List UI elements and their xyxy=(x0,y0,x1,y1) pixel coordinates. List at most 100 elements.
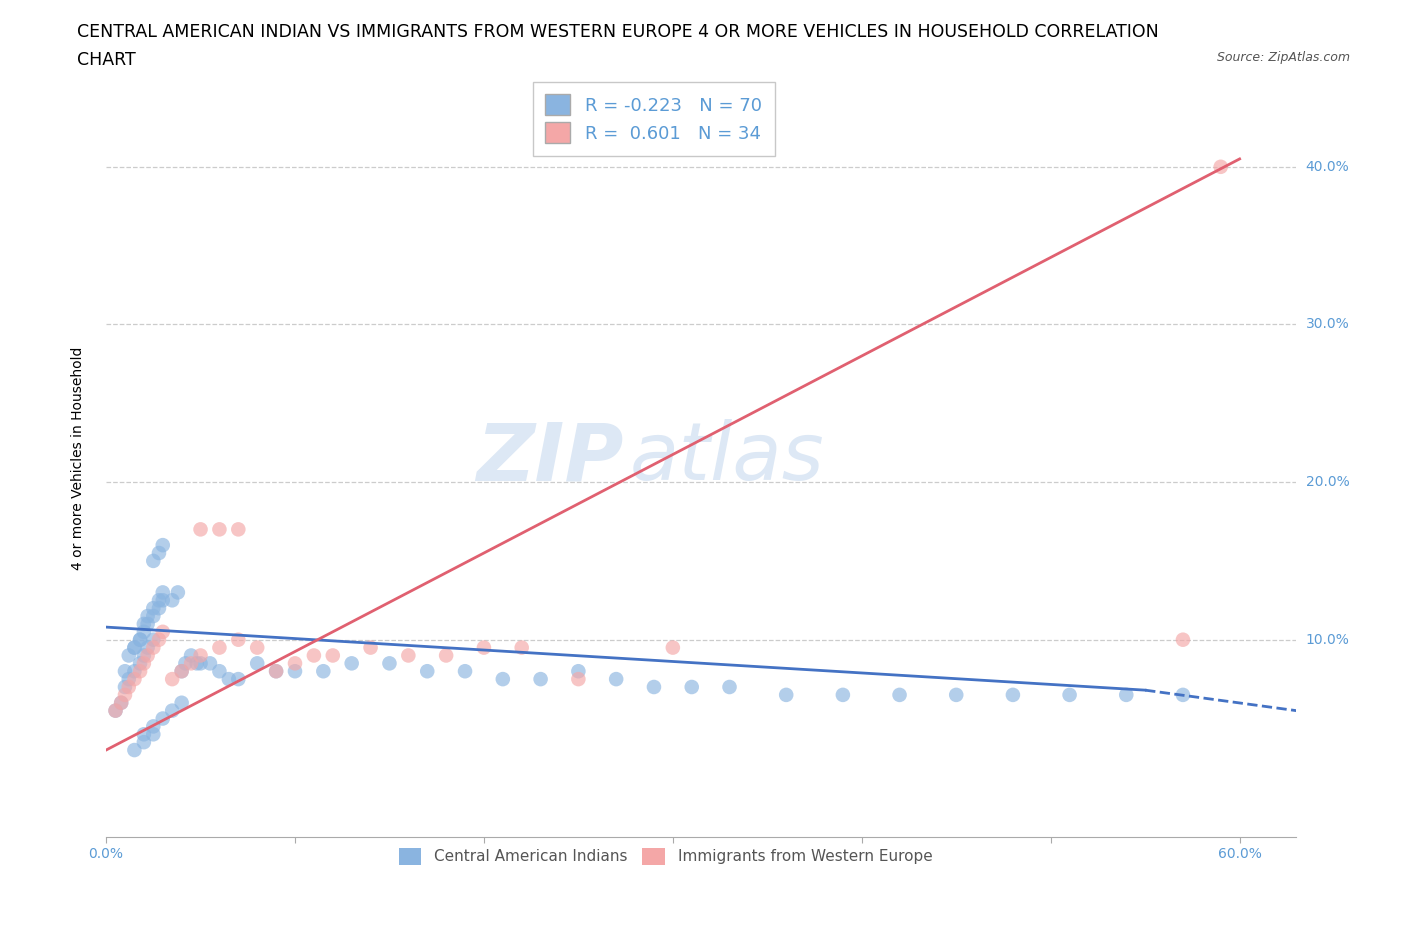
Point xyxy=(142,640,165,655)
Text: CHART: CHART xyxy=(77,51,136,69)
Point xyxy=(529,671,551,686)
Point xyxy=(142,601,165,616)
Point xyxy=(180,648,202,663)
Point xyxy=(208,664,231,679)
Point xyxy=(889,687,911,702)
Point xyxy=(110,696,132,711)
Point xyxy=(360,640,382,655)
Point xyxy=(129,656,152,671)
Point xyxy=(322,648,344,663)
Text: 10.0%: 10.0% xyxy=(1306,632,1350,646)
Point xyxy=(148,546,170,561)
Point xyxy=(302,648,325,663)
Point xyxy=(208,640,231,655)
Point xyxy=(104,703,127,718)
Point xyxy=(142,719,165,734)
Point xyxy=(152,711,174,726)
Text: Source: ZipAtlas.com: Source: ZipAtlas.com xyxy=(1216,51,1350,64)
Point xyxy=(228,632,250,647)
Point xyxy=(208,522,231,537)
Point xyxy=(454,664,477,679)
Point xyxy=(160,671,183,686)
Point xyxy=(170,664,193,679)
Point xyxy=(148,632,170,647)
Point xyxy=(129,664,152,679)
Point xyxy=(142,632,165,647)
Text: ZIP: ZIP xyxy=(477,419,624,498)
Point xyxy=(218,671,240,686)
Point xyxy=(136,648,159,663)
Point xyxy=(152,592,174,607)
Point xyxy=(152,538,174,552)
Point xyxy=(180,656,202,671)
Point xyxy=(132,624,155,639)
Point xyxy=(605,671,627,686)
Point xyxy=(160,592,183,607)
Text: 30.0%: 30.0% xyxy=(1306,317,1350,331)
Point xyxy=(198,656,221,671)
Point xyxy=(1171,687,1194,702)
Point xyxy=(492,671,515,686)
Point xyxy=(170,696,193,711)
Point xyxy=(118,648,141,663)
Point xyxy=(110,696,132,711)
Point xyxy=(136,617,159,631)
Point xyxy=(434,648,457,663)
Text: 20.0%: 20.0% xyxy=(1306,475,1350,489)
Point xyxy=(148,601,170,616)
Point xyxy=(132,735,155,750)
Point xyxy=(1115,687,1137,702)
Point xyxy=(396,648,419,663)
Point xyxy=(284,664,307,679)
Point xyxy=(124,671,146,686)
Point xyxy=(567,671,589,686)
Text: CENTRAL AMERICAN INDIAN VS IMMIGRANTS FROM WESTERN EUROPE 4 OR MORE VEHICLES IN : CENTRAL AMERICAN INDIAN VS IMMIGRANTS FR… xyxy=(77,23,1159,41)
Point xyxy=(186,656,208,671)
Point xyxy=(190,522,212,537)
Legend: Central American Indians, Immigrants from Western Europe: Central American Indians, Immigrants fro… xyxy=(392,842,938,870)
Point xyxy=(246,640,269,655)
Point xyxy=(136,608,159,623)
Point xyxy=(152,585,174,600)
Point xyxy=(114,664,136,679)
Point xyxy=(472,640,495,655)
Point xyxy=(142,553,165,568)
Point xyxy=(831,687,853,702)
Point xyxy=(142,727,165,742)
Point xyxy=(264,664,287,679)
Point xyxy=(718,680,741,695)
Point xyxy=(152,624,174,639)
Point xyxy=(945,687,967,702)
Point xyxy=(681,680,703,695)
Point xyxy=(124,743,146,758)
Point xyxy=(118,671,141,686)
Point xyxy=(312,664,335,679)
Point xyxy=(775,687,797,702)
Point xyxy=(132,656,155,671)
Point xyxy=(148,592,170,607)
Point xyxy=(510,640,533,655)
Point xyxy=(662,640,685,655)
Point xyxy=(136,640,159,655)
Point xyxy=(132,617,155,631)
Point xyxy=(160,703,183,718)
Point xyxy=(340,656,363,671)
Point xyxy=(1001,687,1024,702)
Text: 40.0%: 40.0% xyxy=(1306,160,1350,174)
Point xyxy=(378,656,401,671)
Point xyxy=(416,664,439,679)
Point xyxy=(132,727,155,742)
Point xyxy=(190,648,212,663)
Point xyxy=(114,680,136,695)
Point xyxy=(118,680,141,695)
Point xyxy=(246,656,269,671)
Point xyxy=(228,522,250,537)
Point xyxy=(567,664,589,679)
Point xyxy=(1171,632,1194,647)
Point xyxy=(129,632,152,647)
Point xyxy=(1209,159,1232,174)
Point xyxy=(129,632,152,647)
Point xyxy=(284,656,307,671)
Point xyxy=(114,687,136,702)
Point xyxy=(104,703,127,718)
